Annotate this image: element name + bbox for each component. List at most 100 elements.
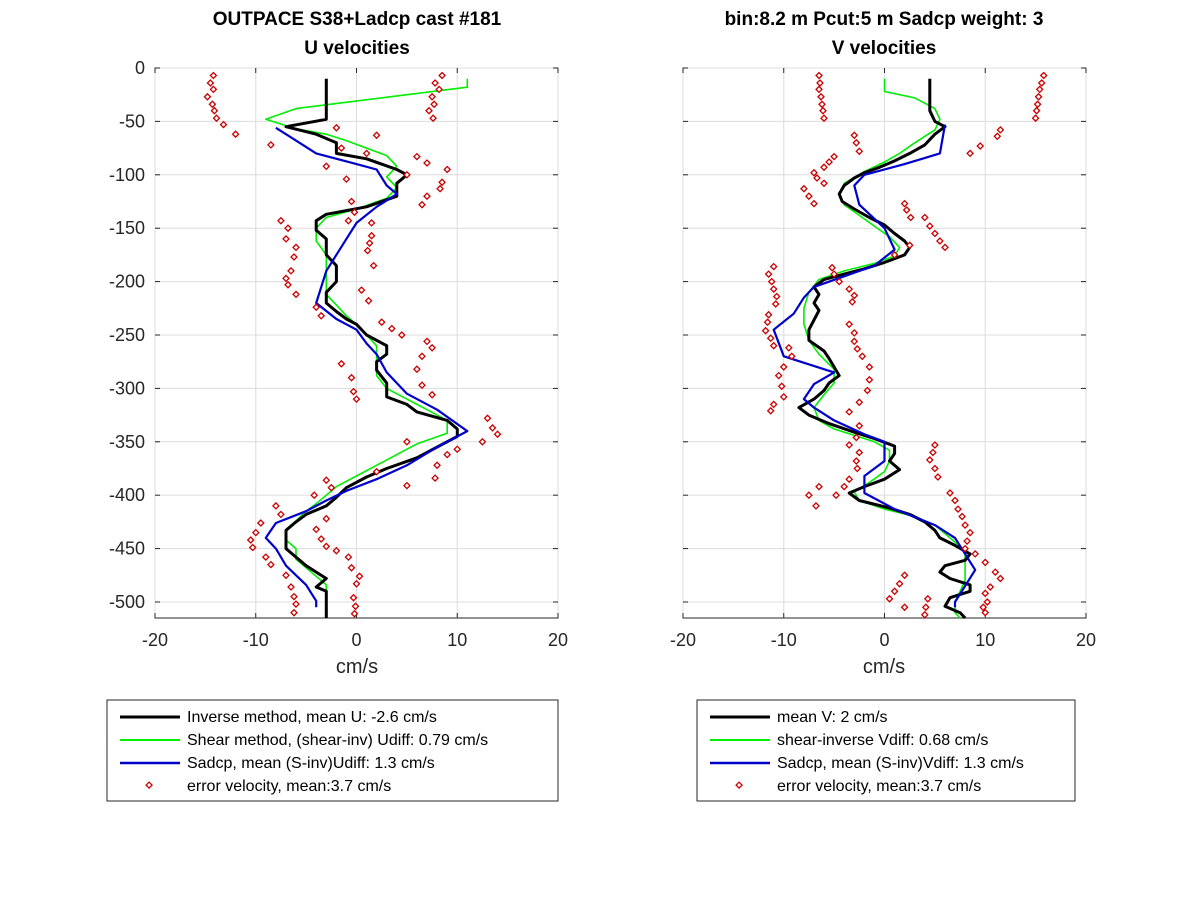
v-legend-label-sadcp: Sadcp, mean (S-inv)Vdiff: 1.3 cm/s xyxy=(777,755,1024,772)
v-error-marker xyxy=(920,610,929,619)
v-error-marker xyxy=(1031,114,1040,123)
u-error-marker xyxy=(418,200,426,209)
v-error-marker xyxy=(766,334,775,343)
v-error-marker xyxy=(900,199,909,208)
v-error-marker xyxy=(767,277,776,286)
u-ytick-label: -50 xyxy=(119,111,145,131)
u-ytick-label: -150 xyxy=(109,218,145,238)
u-error-markers xyxy=(203,71,502,618)
u-error-marker xyxy=(428,343,436,352)
u-error-marker xyxy=(363,246,372,255)
v-error-marker xyxy=(1035,85,1044,94)
v-error-marker xyxy=(865,363,874,371)
u-error-marker xyxy=(428,92,436,101)
u-error-marker xyxy=(251,528,260,537)
v-panel-title-line-2: V velocities xyxy=(832,38,937,59)
u-error-marker xyxy=(210,106,219,115)
u-error-marker xyxy=(332,546,341,555)
u-error-marker xyxy=(351,602,360,611)
u-error-marker xyxy=(344,553,353,561)
v-error-marker xyxy=(850,291,859,300)
v-error-marker xyxy=(925,456,934,464)
u-error-marker xyxy=(433,461,441,470)
v-error-marker xyxy=(853,464,862,473)
v-error-marker xyxy=(779,363,788,371)
v-error-marker xyxy=(763,318,772,327)
v-error-marker xyxy=(815,71,823,80)
v-error-marker xyxy=(971,550,980,558)
v-error-marker xyxy=(830,152,838,161)
v-legend-swatch-error xyxy=(735,781,743,789)
u-error-marker xyxy=(403,437,411,446)
u-error-marker xyxy=(212,114,221,123)
v-error-marker xyxy=(905,241,914,250)
u-error-marker xyxy=(206,79,215,87)
v-error-marker xyxy=(890,587,899,596)
u-error-marker xyxy=(372,131,381,140)
u-series-line-sadcp xyxy=(264,126,469,608)
u-xtick-label: 20 xyxy=(548,630,568,650)
v-error-marker xyxy=(820,114,828,123)
v-error-marker xyxy=(900,603,909,612)
u-ytick-label: -300 xyxy=(109,378,145,398)
v-error-marker xyxy=(931,441,939,449)
u-error-marker xyxy=(267,560,275,569)
u-error-marker xyxy=(418,381,426,390)
u-ytick-label: -400 xyxy=(109,485,145,505)
v-error-marker xyxy=(855,421,864,430)
u-error-marker xyxy=(350,208,359,217)
v-error-marker xyxy=(1032,106,1041,115)
v-error-marker xyxy=(852,433,861,442)
v-error-marker xyxy=(850,131,859,140)
v-error-marker xyxy=(923,594,932,603)
u-error-marker xyxy=(231,130,240,139)
v-error-marker xyxy=(820,163,828,172)
v-error-marker xyxy=(855,448,864,457)
v-xtick-label: 10 xyxy=(975,630,995,650)
v-error-marker xyxy=(845,441,854,449)
v-error-marker xyxy=(815,85,823,94)
v-xtick-label: 20 xyxy=(1076,630,1096,650)
u-error-marker xyxy=(203,92,212,101)
u-error-marker xyxy=(290,253,298,261)
v-error-marker xyxy=(934,473,942,481)
u-error-marker xyxy=(322,514,331,523)
v-error-marker xyxy=(845,475,854,484)
v-error-marker xyxy=(805,192,813,201)
v-error-marker xyxy=(855,398,864,407)
v-error-marker xyxy=(951,496,959,505)
v-error-marker xyxy=(830,270,838,278)
u-error-marker xyxy=(342,175,351,183)
v-error-marker xyxy=(845,285,854,293)
u-error-marker xyxy=(443,450,452,459)
u-error-marker xyxy=(317,311,326,320)
v-error-marker xyxy=(981,608,990,617)
u-error-marker xyxy=(322,542,331,551)
u-panel-title-line-2: U velocities xyxy=(304,38,410,59)
u-error-marker xyxy=(349,593,358,602)
v-error-marker xyxy=(805,491,813,500)
v-error-marker xyxy=(929,448,937,457)
u-error-marker xyxy=(350,609,359,618)
u-ytick-label: -100 xyxy=(109,165,145,185)
u-error-marker xyxy=(372,467,381,476)
v-error-marker xyxy=(954,505,962,513)
u-error-marker xyxy=(248,543,257,552)
v-error-marker xyxy=(845,320,854,329)
u-legend-swatch-error xyxy=(145,781,153,789)
v-error-marker xyxy=(832,491,840,500)
u-error-marker xyxy=(219,120,228,129)
u-error-marker xyxy=(290,608,298,617)
v-ticks: -20 -10 0 10 20 xyxy=(670,67,1096,650)
v-error-marker xyxy=(764,270,773,278)
u-xtick-label: -20 xyxy=(142,630,168,650)
v-legend: mean V: 2 cm/s shear-inverse Vdiff: 0.68… xyxy=(696,699,1076,802)
v-error-marker xyxy=(852,138,861,147)
u-legend: Inverse method, mean U: -2.6 cm/s Shear … xyxy=(106,699,559,802)
u-error-marker xyxy=(493,430,502,439)
u-ytick-label: -350 xyxy=(109,432,145,452)
u-error-marker xyxy=(483,414,492,423)
u-series xyxy=(264,78,469,618)
v-error-marker xyxy=(931,464,939,473)
